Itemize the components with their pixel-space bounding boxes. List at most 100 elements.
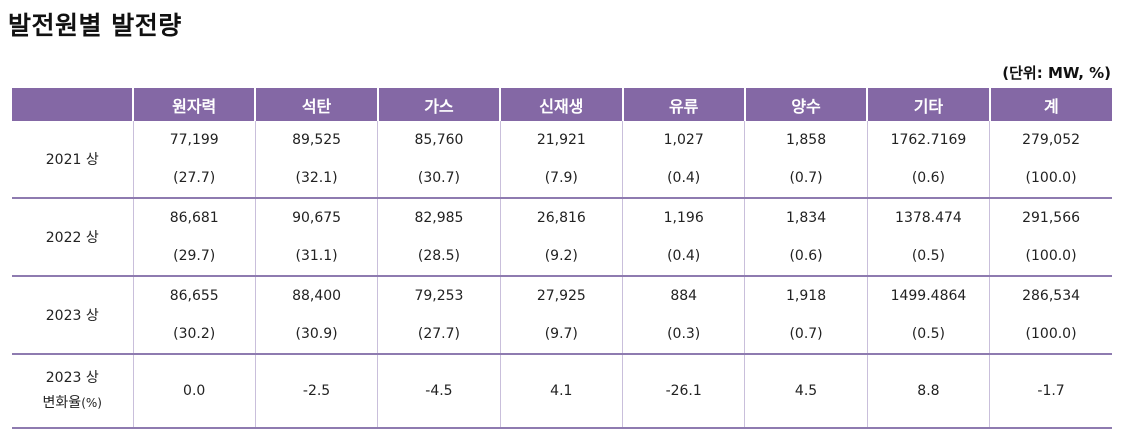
header-total: 계	[988, 88, 1112, 121]
cell-value: 26,816	[536, 210, 586, 226]
header-row: 원자력 석탄 가스 신재생 유류 양수 기타 계	[12, 88, 1112, 121]
change-label-rate: 변화율(%)	[12, 391, 133, 416]
table-cell: 279,052 (100.0)	[989, 121, 1112, 199]
cell-share: (0.6)	[789, 248, 823, 264]
header-corner	[12, 88, 133, 121]
change-cell: -1.7	[989, 354, 1112, 429]
change-cell: 8.8	[866, 354, 990, 429]
change-cell: -2.5	[254, 354, 378, 429]
cell-value: 89,525	[292, 132, 342, 148]
header-pumped: 양수	[743, 88, 868, 121]
change-cell: 0.0	[132, 354, 256, 429]
header-other: 기타	[866, 88, 990, 121]
table-cell: 1,858 (0.7)	[744, 121, 868, 199]
row-label: 2023 상	[12, 276, 133, 355]
cell-share: (28.5)	[417, 248, 460, 264]
cell-share: (30.9)	[295, 326, 338, 342]
generation-table: 원자력 석탄 가스 신재생 유류 양수 기타 계 2021 상 77,199 (2…	[12, 88, 1112, 429]
table-cell: 86,681 (29.7)	[132, 198, 256, 277]
table-cell: 90,675 (31.1)	[254, 198, 378, 277]
table-cell: 85,760 (30.7)	[377, 121, 501, 199]
cell-value: 88,400	[292, 288, 342, 304]
cell-share: (0.5)	[911, 326, 946, 342]
cell-share: (30.7)	[417, 170, 460, 186]
cell-share: (0.7)	[789, 326, 823, 342]
cell-value: 286,534	[1022, 288, 1081, 304]
cell-value: 291,566	[1022, 210, 1081, 226]
table-cell: 884 (0.3)	[621, 276, 745, 355]
change-cell: -26.1	[621, 354, 745, 429]
header-renewable: 신재생	[499, 88, 623, 121]
cell-value: 21,921	[536, 132, 586, 148]
cell-value: 79,253	[414, 288, 464, 304]
table-cell: 286,534 (100.0)	[989, 276, 1112, 355]
unit-note: (단위: MW, %)	[1002, 64, 1111, 82]
change-rate-row: 2023 상 변화율(%) 0.0 -2.5 -4.5 4.1 -26.1 4.…	[12, 354, 1112, 429]
table-cell: 88,400 (30.9)	[254, 276, 378, 355]
header-gas: 가스	[376, 88, 501, 121]
cell-share: (0.3)	[667, 326, 701, 342]
cell-share: (29.7)	[173, 248, 216, 264]
table-cell: 89,525 (32.1)	[254, 121, 378, 199]
table-cell: 1,918 (0.7)	[744, 276, 868, 355]
cell-value: 884	[670, 288, 698, 304]
cell-share: (30.2)	[173, 326, 216, 342]
cell-value: 1,858	[786, 132, 827, 148]
change-cell: 4.5	[744, 354, 868, 429]
header-nuclear: 원자력	[131, 88, 256, 121]
table-row: 2023 상 86,655 (30.2) 88,400 (30.9) 79,253 (…	[12, 276, 1112, 355]
page-title: 발전원별 발전량	[8, 11, 182, 40]
table-cell: 77,199 (27.7)	[132, 121, 256, 199]
cell-value: 27,925	[536, 288, 586, 304]
cell-share: (27.7)	[173, 170, 216, 186]
cell-share: (7.9)	[544, 170, 578, 186]
cell-share: (100.0)	[1025, 170, 1077, 186]
table-cell: 291,566 (100.0)	[989, 198, 1112, 277]
table-cell: 1,027 (0.4)	[621, 121, 745, 199]
cell-value: 86,655	[169, 288, 219, 304]
cell-share: (0.4)	[667, 170, 701, 186]
table-cell: 1499.4864 (0.5)	[866, 276, 990, 355]
table-row: 2022 상 86,681 (29.7) 90,675 (31.1) 82,985 (…	[12, 198, 1112, 277]
cell-value: 77,199	[169, 132, 219, 148]
cell-value: 1,027	[663, 132, 704, 148]
cell-share: (27.7)	[417, 326, 460, 342]
table-cell: 1,196 (0.4)	[621, 198, 745, 277]
cell-share: (0.6)	[911, 170, 946, 186]
cell-share: (0.7)	[789, 170, 823, 186]
cell-value: 85,760	[414, 132, 464, 148]
cell-value: 82,985	[414, 210, 464, 226]
table-cell: 1378.474 (0.5)	[866, 198, 990, 277]
header-oil: 유류	[621, 88, 745, 121]
table-cell: 82,985 (28.5)	[377, 198, 501, 277]
table-cell: 1762.7169 (0.6)	[866, 121, 990, 199]
change-label-text: 변화율	[42, 395, 82, 411]
change-label-year: 2023 상	[45, 370, 99, 386]
table-cell: 27,925 (9.7)	[499, 276, 623, 355]
table-cell: 26,816 (9.2)	[499, 198, 623, 277]
table-cell: 21,921 (7.9)	[499, 121, 623, 199]
cell-value: 90,675	[292, 210, 342, 226]
cell-value: 1762.7169	[890, 132, 967, 148]
change-label-unit: (%)	[81, 396, 102, 410]
cell-value: 86,681	[169, 210, 219, 226]
cell-value: 1,196	[663, 210, 704, 226]
cell-share: (9.2)	[544, 248, 578, 264]
cell-value: 1499.4864	[890, 288, 967, 304]
cell-share: (32.1)	[295, 170, 338, 186]
cell-share: (31.1)	[295, 248, 338, 264]
table-cell: 1,834 (0.6)	[744, 198, 868, 277]
change-cell: 4.1	[499, 354, 623, 429]
cell-share: (9.7)	[544, 326, 578, 342]
table-cell: 79,253 (27.7)	[377, 276, 501, 355]
cell-share: (0.5)	[911, 248, 946, 264]
cell-value: 279,052	[1022, 132, 1081, 148]
cell-value: 1,918	[786, 288, 827, 304]
row-label: 2021 상	[12, 121, 133, 199]
cell-share: (0.4)	[667, 248, 701, 264]
cell-share: (100.0)	[1025, 326, 1077, 342]
cell-share: (100.0)	[1025, 248, 1077, 264]
cell-value: 1,834	[786, 210, 827, 226]
header-coal: 석탄	[254, 88, 378, 121]
change-cell: -4.5	[377, 354, 501, 429]
